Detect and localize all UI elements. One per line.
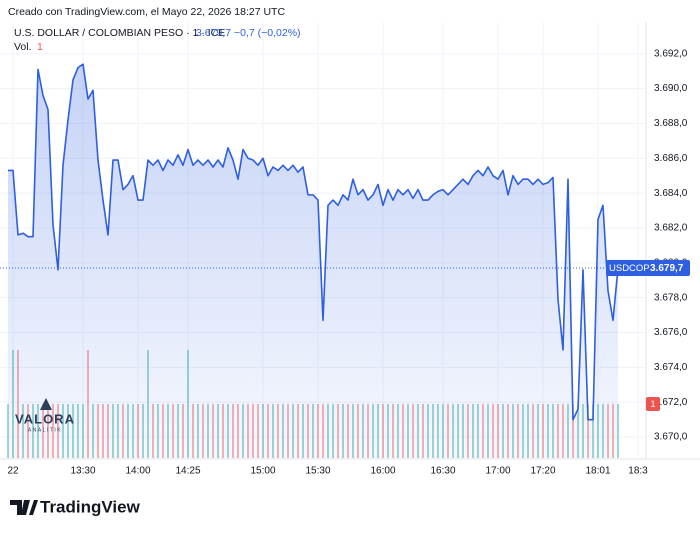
y-tick-label: 3.682,0 <box>654 223 688 234</box>
y-tick-label: 3.686,0 <box>654 153 688 164</box>
logo-mark <box>10 500 38 515</box>
watermark-subtitle: ANALITIK <box>28 427 62 433</box>
legend-title: U.S. DOLLAR / COLOMBIAN PESO · 1 · ICE <box>14 27 225 39</box>
y-tick-label: 3.670,0 <box>654 432 688 443</box>
price-label-box <box>606 260 690 277</box>
x-tick-label: 16:00 <box>370 466 395 477</box>
y-tick-label: 3.690,0 <box>654 83 688 94</box>
volume-last: 1 <box>37 41 43 53</box>
price-value: 3.679,7 <box>650 263 684 274</box>
x-tick-label: 17:20 <box>530 466 555 477</box>
x-tick-label: 14:25 <box>175 466 200 477</box>
legend-last: 3.679,7 <box>196 27 231 39</box>
volume-badge-text: 1 <box>650 399 655 409</box>
x-tick-label: 18:3 <box>628 466 648 477</box>
volume-label: Vol. <box>14 41 32 53</box>
watermark: VALORA ANALITIK <box>15 398 75 433</box>
x-tick-label: 18:01 <box>585 466 610 477</box>
watermark-title: VALORA <box>15 411 75 426</box>
y-tick-label: 3.678,0 <box>654 292 688 303</box>
footer-text: TradingView <box>40 497 141 516</box>
header: Creado con TradingView.com, el Mayo 22, … <box>8 6 285 18</box>
y-tick-label: 3.676,0 <box>654 327 688 338</box>
y-tick-label: 3.692,0 <box>654 48 688 59</box>
area <box>8 64 618 459</box>
x-tick-label: 15:30 <box>305 466 330 477</box>
x-tick-label: 16:30 <box>430 466 455 477</box>
y-tick-label: 3.684,0 <box>654 188 688 199</box>
x-tick-label: 22 <box>7 466 19 477</box>
footer-logo: TradingView <box>10 497 141 516</box>
volume-badge <box>646 397 660 411</box>
x-tick-label: 14:00 <box>125 466 150 477</box>
line <box>8 63 619 421</box>
plot <box>0 22 646 459</box>
y-tick-label: 3.672,0 <box>654 397 688 408</box>
price-symbol: USDCOP <box>609 263 650 274</box>
y-tick-label: 3.688,0 <box>654 118 688 129</box>
x-tick-label: 13:30 <box>70 466 95 477</box>
x-tick-label: 17:00 <box>485 466 510 477</box>
y-tick-label: 3.674,0 <box>654 362 688 373</box>
legend-change: −0,7 (−0,02%) <box>234 27 301 39</box>
x-tick-label: 15:00 <box>250 466 275 477</box>
watermark-icon <box>40 398 52 410</box>
